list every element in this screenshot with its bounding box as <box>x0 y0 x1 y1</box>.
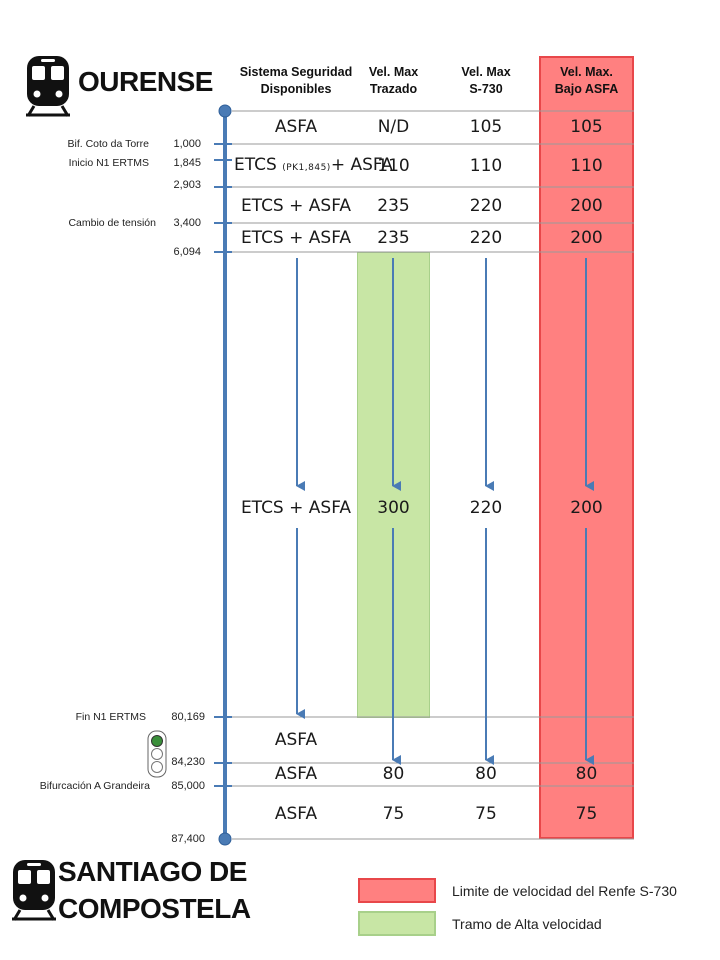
train-icon <box>12 860 56 921</box>
security-cell: ETCS (PK1,845)+ ASFA <box>234 155 393 175</box>
point-label-inicio-ertms: Inicio N1 ERTMS <box>68 157 149 169</box>
asfa-cell: 110 <box>570 156 603 176</box>
header-asfa: Vel. Max. Bajo ASFA <box>554 65 619 96</box>
pk-label: 6,094 <box>173 246 201 258</box>
header-trazado: Vel. Max Trazado <box>368 65 419 96</box>
point-label-fin-ertms: Fin N1 ERTMS <box>75 711 146 723</box>
pk-label: 84,230 <box>171 756 205 768</box>
trazado-cell: 110 <box>377 156 410 176</box>
header-s730: Vel. Max S-730 <box>461 65 511 96</box>
trazado-cell: 300 <box>377 498 410 518</box>
pk-label: 1,000 <box>173 138 201 150</box>
security-cell: ASFA <box>274 804 318 824</box>
point-label-cambio-tension: Cambio de tensión <box>68 217 156 229</box>
legend-swatch-green <box>358 911 436 936</box>
pk-label: 80,169 <box>171 711 205 723</box>
security-cell: ASFA <box>274 764 318 784</box>
security-cell: ASFA <box>274 117 318 137</box>
asfa-cell: 75 <box>575 804 598 824</box>
train-icon <box>26 56 70 117</box>
security-cell: ETCS + ASFA <box>240 228 352 248</box>
point-label-coto-da-torre: Bif. Coto da Torre <box>67 138 149 150</box>
asfa-cell: 200 <box>570 228 603 248</box>
pk-label: 87,400 <box>171 833 205 845</box>
trazado-cell: N/D <box>377 117 410 137</box>
asfa-cell: 105 <box>570 117 603 137</box>
s730-cell: 220 <box>469 228 503 248</box>
pk-label: 85,000 <box>171 780 205 792</box>
trazado-cell: 235 <box>377 228 410 248</box>
legend-swatch-red <box>358 878 436 903</box>
pk-label: 1,845 <box>173 157 201 169</box>
trazado-cell: 235 <box>377 196 410 216</box>
legend-label-red: Limite de velocidad del Renfe S-730 <box>452 883 677 899</box>
trazado-cell: 75 <box>382 804 405 824</box>
trazado-cell: 80 <box>382 764 405 784</box>
s730-cell: 220 <box>469 196 503 216</box>
traffic-signal-icon <box>147 730 167 778</box>
s730-cell: 105 <box>469 117 503 137</box>
s730-cell: 80 <box>475 764 497 784</box>
asfa-cell: 200 <box>570 196 603 216</box>
destination-name-line2: COMPOSTELA <box>58 893 251 924</box>
track-end-dot <box>218 832 232 846</box>
s730-cell: 75 <box>475 804 497 824</box>
asfa-cell: 80 <box>575 764 598 784</box>
s730-cell: 110 <box>469 156 503 176</box>
point-label-bifurcacion: Bifurcación A Grandeira <box>39 780 150 792</box>
security-cell: ASFA <box>274 730 318 750</box>
header-security: Sistema Seguridad Disponibles <box>239 65 353 96</box>
origin-name: OURENSE <box>78 66 213 97</box>
security-cell: ETCS + ASFA <box>240 498 352 518</box>
security-cell: ETCS + ASFA <box>240 196 352 216</box>
legend-label-green: Tramo de Alta velocidad <box>452 916 602 932</box>
asfa-cell: 200 <box>570 498 603 518</box>
pk-label: 3,400 <box>173 217 201 229</box>
destination-name-line1: SANTIAGO DE <box>58 856 247 887</box>
track-start-dot <box>218 104 232 118</box>
pk-label: 2,903 <box>173 179 201 191</box>
s730-cell: 220 <box>469 498 503 518</box>
